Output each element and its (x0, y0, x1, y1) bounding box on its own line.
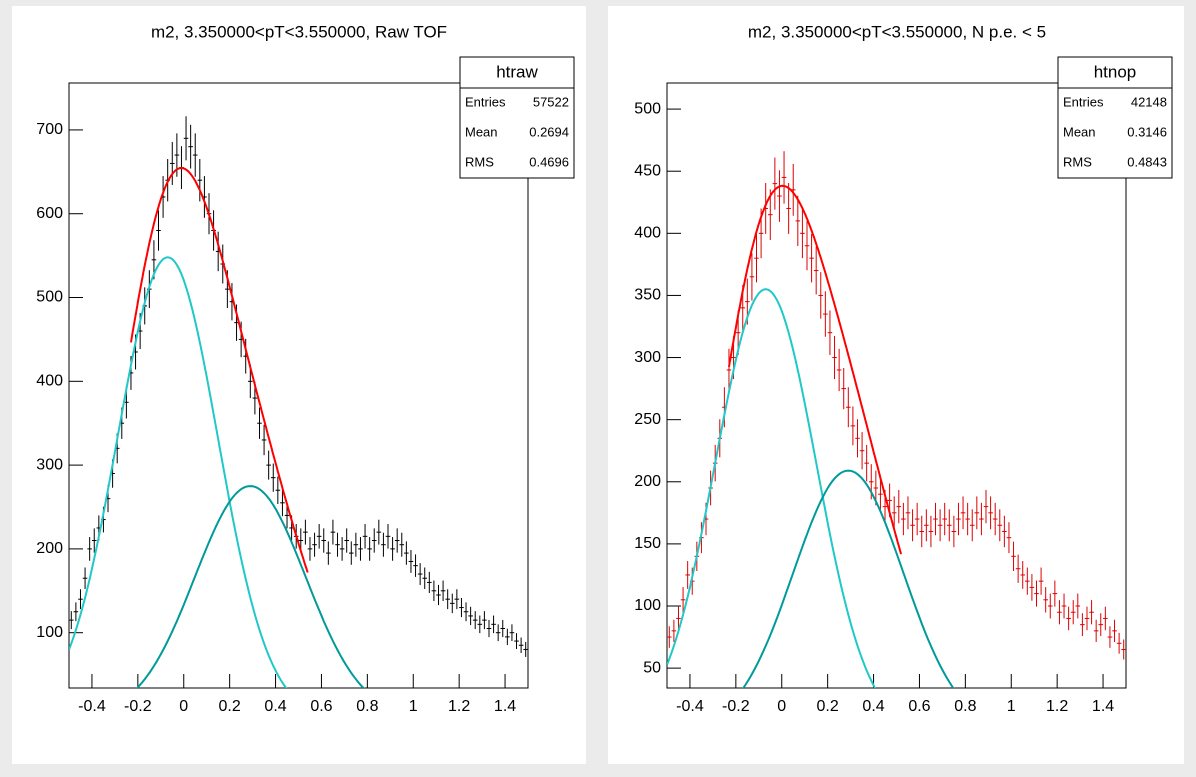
y-tick-label: 500 (634, 100, 661, 117)
x-tick-label: 0.8 (356, 698, 378, 715)
y-tick-label: 150 (634, 535, 661, 552)
stats-value: 42148 (1131, 94, 1167, 109)
x-tick-label: 0.4 (862, 698, 884, 715)
y-tick-label: 400 (36, 373, 63, 390)
x-tick-label: 1 (1007, 698, 1016, 715)
x-tick-label: 1 (409, 698, 418, 715)
fit-curve (742, 469, 955, 688)
x-tick-label: 0.2 (219, 698, 241, 715)
y-tick-label: 300 (634, 349, 661, 366)
x-tick-label: 1.2 (448, 698, 470, 715)
y-tick-label: 300 (36, 456, 63, 473)
x-tick-label: 0.8 (954, 698, 976, 715)
fit-curve (667, 288, 877, 688)
fit-curve (728, 184, 903, 555)
x-tick-label: 1.4 (1092, 698, 1114, 715)
fit-curve (69, 256, 288, 688)
y-tick-label: 200 (634, 473, 661, 490)
stats-label: RMS (1063, 154, 1092, 169)
y-tick-label: 400 (634, 225, 661, 242)
fit-curves (69, 166, 365, 688)
stats-value: 57522 (533, 94, 569, 109)
fit-curves (667, 184, 955, 688)
stats-label: Mean (465, 124, 498, 139)
chart-title: m2, 3.350000<pT<3.550000, N p.e. < 5 (748, 22, 1046, 41)
y-tick-label: 500 (36, 289, 63, 306)
stats-label: RMS (465, 154, 494, 169)
x-tick-label: 0.4 (264, 698, 286, 715)
y-tick-label: 200 (36, 540, 63, 557)
plot-frame (666, 82, 1127, 689)
plot-frame (68, 82, 529, 689)
stats-name: htnop (1094, 62, 1137, 81)
x-tick-label: 0 (777, 698, 786, 715)
y-tick-label: 50 (643, 659, 661, 676)
stats-name: htraw (496, 62, 538, 81)
x-tick-label: 1.2 (1046, 698, 1068, 715)
stats-box (459, 56, 575, 179)
y-tick-label: 250 (634, 411, 661, 428)
stats-value: 0.4696 (529, 154, 569, 169)
chart-title: m2, 3.350000<pT<3.550000, Raw TOF (151, 22, 447, 41)
y-tick-label: 100 (36, 624, 63, 641)
stats-value: 0.2694 (529, 124, 569, 139)
stats-value: 0.3146 (1127, 124, 1167, 139)
stats-label: Entries (465, 94, 506, 109)
x-tick-label: 0.6 (908, 698, 930, 715)
y-tick-label: 700 (36, 121, 63, 138)
histogram-points (667, 151, 1126, 660)
stats-value: 0.4843 (1127, 154, 1167, 169)
y-tick-label: 350 (634, 287, 661, 304)
x-tick-label: 0.2 (817, 698, 839, 715)
y-tick-label: 600 (36, 205, 63, 222)
x-tick-label: -0.4 (676, 698, 704, 715)
y-tick-label: 100 (634, 597, 661, 614)
x-tick-label: -0.4 (78, 698, 106, 715)
stats-box (1057, 56, 1173, 179)
x-tick-label: 0.6 (310, 698, 332, 715)
x-tick-label: -0.2 (124, 698, 152, 715)
fit-curve (130, 166, 309, 573)
stats-label: Mean (1063, 124, 1096, 139)
x-tick-label: 0 (179, 698, 188, 715)
stats-label: Entries (1063, 94, 1104, 109)
x-tick-label: -0.2 (722, 698, 750, 715)
x-tick-label: 1.4 (494, 698, 516, 715)
y-tick-label: 450 (634, 162, 661, 179)
fit-curve (135, 485, 365, 688)
